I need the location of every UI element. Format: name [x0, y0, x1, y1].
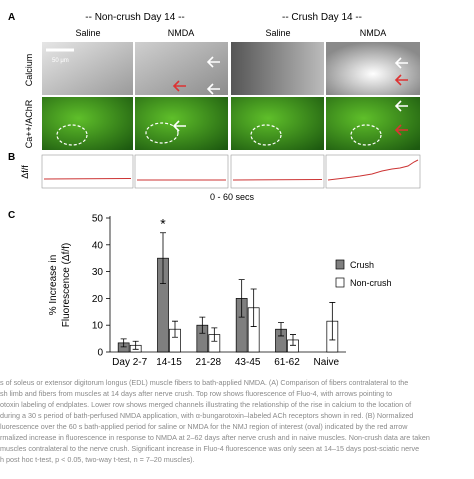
y-axis-label: Δf/f — [20, 165, 30, 179]
column-title: NMDA — [360, 28, 387, 38]
y-axis-label: Fluorescence (Δf/f) — [61, 243, 72, 327]
caption-line: h post hoc t-test, p < 0.05, two-way t-t… — [0, 455, 195, 464]
legend-label: Non-crush — [350, 278, 392, 288]
error-bar — [278, 322, 284, 337]
y-tick-label: 0 — [97, 348, 103, 359]
error-bar — [120, 338, 127, 348]
arrows — [172, 56, 408, 136]
traces — [41, 154, 421, 189]
y-tick-label: 10 — [92, 321, 104, 332]
x-tick-label: Naive — [314, 357, 340, 368]
group-title: -- Crush Day 14 -- — [282, 12, 362, 23]
caption: s of soleus or extensor digitorum longus… — [0, 378, 430, 464]
annotation: * — [160, 216, 166, 232]
panel-label: C — [8, 210, 15, 221]
x-axis-label: 0 - 60 secs — [210, 192, 255, 202]
error-bar — [250, 288, 257, 327]
micrographs: 50 μm — [42, 42, 420, 150]
legend-swatch — [335, 259, 345, 270]
row-title: Calcium — [24, 54, 34, 87]
scale-bar-label: 50 μm — [52, 58, 69, 64]
error-bar — [211, 327, 218, 342]
error-bar — [132, 340, 139, 350]
caption-line: otoxin labeling of endplates. Lower row … — [0, 400, 411, 409]
x-tick-label: 43-45 — [235, 357, 261, 368]
caption-line: luorescence over the 60 s bath-applied p… — [0, 422, 408, 431]
image — [326, 42, 420, 95]
image — [231, 42, 324, 95]
image — [42, 97, 133, 150]
caption-line: muscles contralateral to the nerve crush… — [0, 444, 419, 453]
column-title: Saline — [75, 28, 100, 38]
row-title: Ca++/AChR — [24, 99, 34, 148]
error-bar — [172, 320, 178, 338]
group-title: -- Non-crush Day 14 -- — [85, 12, 184, 23]
y-tick-label: 40 — [92, 240, 104, 251]
image — [135, 97, 228, 150]
legend-label: Crush — [350, 260, 374, 270]
error-bar — [238, 279, 245, 318]
caption-line: during a 30 s period of bath-perfused NM… — [0, 411, 413, 420]
error-bar — [199, 316, 206, 334]
column-title: Saline — [265, 28, 290, 38]
error-bar — [329, 302, 336, 341]
x-tick-label: 21-28 — [196, 357, 222, 368]
caption-line: sh limb and fibers from muscles at 14 da… — [0, 389, 392, 398]
roi-ovals — [56, 122, 382, 146]
error-bar — [290, 334, 296, 346]
caption-line: rmalized increase in fluorescence in res… — [0, 433, 430, 442]
y-tick-label: 50 — [92, 214, 104, 225]
panel-label: B — [8, 152, 15, 163]
x-tick-label: Day 2-7 — [112, 357, 147, 368]
image — [326, 97, 420, 150]
image — [135, 42, 228, 95]
y-tick-label: 30 — [92, 267, 104, 278]
y-axis-label: % Increase in — [48, 255, 59, 316]
legend-swatch — [335, 277, 345, 288]
panel-label: A — [8, 12, 15, 23]
caption-line: s of soleus or extensor digitorum longus… — [0, 378, 408, 387]
error-bar — [160, 232, 166, 285]
column-title: NMDA — [168, 28, 195, 38]
x-tick-label: 61-62 — [274, 357, 300, 368]
x-tick-label: 14-15 — [156, 357, 182, 368]
y-tick-label: 20 — [92, 294, 104, 305]
